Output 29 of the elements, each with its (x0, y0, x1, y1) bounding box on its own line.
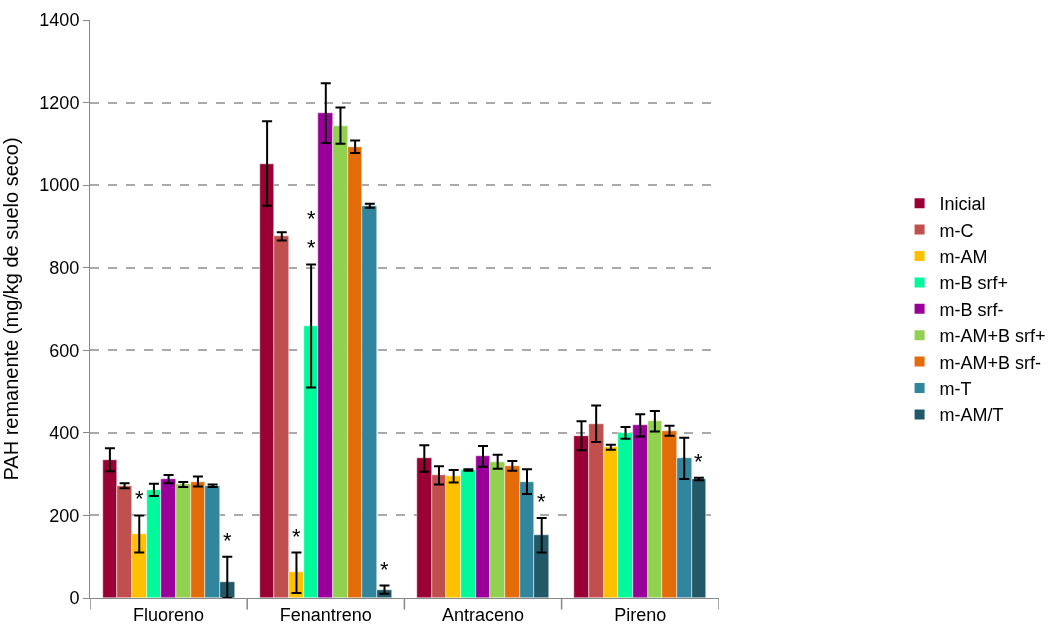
legend-label: m-C (939, 220, 974, 241)
x-tick-label: Fenantreno (279, 604, 372, 625)
legend-label: m-B srf- (939, 299, 1004, 320)
x-tick-label: Pireno (614, 604, 667, 625)
y-tick-label: 200 (49, 505, 80, 526)
data-label: * (537, 489, 546, 514)
x-tick-label: Antraceno (441, 604, 525, 625)
legend-label: m-T (939, 379, 972, 400)
legend-label: m-AM (939, 247, 988, 268)
y-tick-label: 1400 (39, 10, 80, 31)
legend-label: Inicial (939, 194, 986, 215)
legend-label: m-B srf+ (939, 273, 1009, 294)
legend-label: m-AM+B srf+ (939, 326, 1046, 347)
data-label: * (694, 449, 703, 474)
y-tick-label: 1200 (39, 92, 80, 113)
y-tick-label: 1000 (39, 175, 80, 196)
y-tick-label: 0 (69, 588, 80, 609)
legend-label: m-AM+B srf- (939, 352, 1042, 373)
data-label: * (380, 557, 389, 582)
y-tick-label: 800 (49, 258, 80, 279)
x-tick-label: Fluoreno (133, 604, 205, 625)
data-label: * * (307, 206, 316, 260)
y-tick-label: 400 (49, 423, 80, 444)
data-label: * (223, 528, 232, 553)
y-tick-label: 600 (49, 340, 80, 361)
y-axis-title: PAH remanente (mg/kg de suelo seco) (0, 137, 22, 481)
legend-label: m-AM/T (939, 405, 1004, 426)
data-label: * (135, 486, 144, 511)
data-label: * (292, 524, 301, 549)
